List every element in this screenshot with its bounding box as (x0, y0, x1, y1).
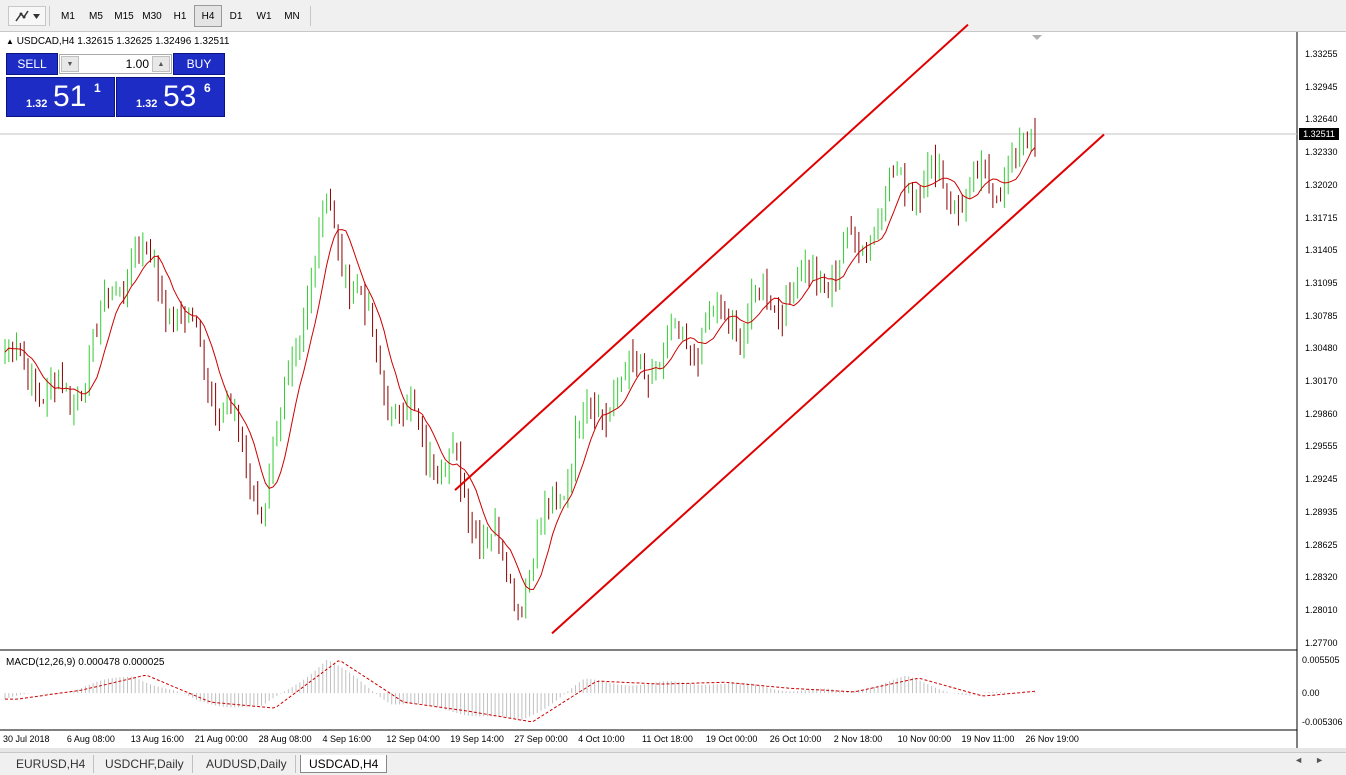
moving-average-line (4, 147, 1036, 591)
sell-price-pip: 1 (94, 81, 101, 95)
time-axis-label: 4 Sep 16:00 (322, 734, 372, 744)
time-axis-label: 11 Oct 18:00 (642, 734, 693, 744)
time-axis-label: 28 Aug 08:00 (258, 734, 312, 744)
sell-price-box[interactable]: 1.32 51 1 (6, 77, 115, 117)
line-tool-button[interactable] (8, 6, 46, 26)
price-axis-label: 1.28320 (1305, 572, 1338, 583)
channel-lower-line[interactable] (551, 133, 1105, 635)
chevron-down-icon (32, 13, 40, 19)
chart-title-text: USDCAD,H4 1.32615 1.32625 1.32496 1.3251… (16, 36, 230, 47)
tab-scroll-right-icon[interactable]: ► (1315, 755, 1336, 765)
chart-tab[interactable]: USDCHF,Daily (97, 755, 193, 773)
price-axis-label: 1.32020 (1305, 179, 1338, 190)
macd-axis-label: 0.00 (1302, 688, 1320, 698)
time-axis-label: 27 Sep 00:00 (514, 734, 568, 744)
price-axis-label: 1.29245 (1305, 474, 1338, 485)
chart-toolbar: M1 M5 M15 M30 H1 H4 D1 W1 MN (0, 0, 1346, 32)
timeframe-mn[interactable]: MN (284, 10, 300, 22)
toolbar-divider (49, 6, 50, 26)
buy-button[interactable]: BUY (173, 53, 225, 75)
sell-price-prefix: 1.32 (26, 98, 48, 110)
price-axis-label: 1.32945 (1305, 81, 1338, 92)
lot-size-input[interactable]: ▼ 1.00 ▲ (59, 54, 172, 74)
timeframe-selector: M1 M5 M15 M30 H1 H4 D1 W1 MN (54, 5, 306, 27)
tab-scroll-left-icon[interactable]: ◄ (1294, 755, 1316, 765)
timeframe-m5[interactable]: M5 (89, 10, 103, 22)
chart-tab[interactable]: USDCAD,H4 (300, 755, 388, 773)
lot-decrease-icon[interactable]: ▼ (61, 56, 79, 72)
price-axis-label: 1.31095 (1305, 277, 1338, 288)
macd-axis-label: 0.005505 (1302, 655, 1340, 665)
tab-scroll-arrows[interactable]: ◄► (1294, 755, 1336, 765)
price-axis-label: 1.32640 (1305, 114, 1338, 125)
time-axis-label: 10 Nov 00:00 (897, 734, 952, 744)
timeframe-w1[interactable]: W1 (256, 10, 272, 22)
price-axis-label: 1.33255 (1305, 49, 1338, 59)
price-axis-label: 1.28010 (1305, 604, 1338, 615)
time-axis-label: 12 Sep 04:00 (386, 734, 440, 744)
macd-signal-line (5, 660, 1036, 723)
price-axis-label: 1.28935 (1305, 506, 1338, 517)
time-axis-label: 19 Oct 00:00 (705, 734, 758, 744)
price-axis-label: 1.30170 (1305, 376, 1338, 386)
timeframe-h4[interactable]: H4 (194, 5, 222, 27)
time-axis-label: 13 Aug 16:00 (130, 734, 184, 744)
buy-price-big: 53 (163, 80, 197, 113)
time-axis-label: 26 Oct 10:00 (769, 734, 822, 744)
time-axis-label: 6 Aug 08:00 (66, 734, 115, 744)
collapse-triangle-icon[interactable]: ▲ (6, 37, 14, 46)
time-axis-label: 30 Jul 2018 (3, 734, 50, 744)
price-axis-label: 1.29555 (1305, 441, 1338, 452)
price-axis-label: 1.31405 (1305, 245, 1338, 256)
macd-histogram (4, 660, 1036, 721)
buy-price-prefix: 1.32 (136, 98, 158, 110)
chart-tab[interactable]: AUDUSD,Daily (198, 755, 296, 773)
timeframe-m15[interactable]: M15 (114, 10, 134, 22)
price-axis-label: 1.27700 (1305, 637, 1338, 648)
line-tool-icon (14, 10, 29, 22)
price-axis-label: 1.30785 (1305, 310, 1338, 321)
toolbar-divider (310, 6, 311, 26)
chart-tab[interactable]: EURUSD,H4 (8, 755, 95, 773)
time-axis-label: 19 Sep 14:00 (450, 734, 504, 744)
timeframe-m30[interactable]: M30 (142, 10, 162, 22)
timeframe-h1[interactable]: H1 (173, 10, 187, 22)
buy-price-box[interactable]: 1.32 53 6 (116, 77, 225, 117)
sell-price-big: 51 (53, 80, 87, 113)
lot-increase-icon[interactable]: ▲ (152, 56, 170, 72)
timeframe-m1[interactable]: M1 (61, 10, 75, 22)
current-price-tag: 1.32511 (1299, 128, 1339, 140)
buy-price-pip: 6 (204, 81, 211, 95)
macd-label: MACD(12,26,9) 0.000478 0.000025 (6, 657, 165, 668)
chart-scrollbar[interactable] (0, 748, 1346, 752)
price-axis-label: 1.28625 (1305, 539, 1338, 550)
chart-tab-bar: EURUSD,H4 USDCHF,Daily AUDUSD,Daily USDCAD,… (0, 752, 1346, 775)
one-click-trading-panel: SELL ▼ 1.00 ▲ BUY 1.32 51 1 1.32 53 6 (6, 53, 225, 117)
macd-axis-label: -0.005306 (1302, 717, 1343, 727)
timeframe-d1[interactable]: D1 (229, 10, 243, 22)
sell-button[interactable]: SELL (6, 53, 58, 75)
price-axis-label: 1.30480 (1305, 343, 1338, 354)
candlesticks (4, 117, 1036, 621)
time-axis-label: 4 Oct 10:00 (578, 734, 625, 744)
lot-size-value[interactable]: 1.00 (125, 57, 149, 71)
time-axis-label: 21 Aug 00:00 (194, 734, 248, 744)
price-axis-label: 1.29860 (1305, 408, 1338, 419)
time-axis-label: 26 Nov 19:00 (1025, 734, 1079, 744)
chart-title: ▲ USDCAD,H4 1.32615 1.32625 1.32496 1.32… (6, 36, 229, 47)
time-axis-label: 2 Nov 18:00 (833, 734, 883, 744)
price-axis-label: 1.32330 (1305, 147, 1338, 158)
chart-shift-icon[interactable] (1032, 35, 1042, 40)
time-axis-label: 19 Nov 11:00 (961, 734, 1015, 744)
channel-upper-line[interactable] (454, 23, 969, 491)
price-axis-label: 1.31715 (1305, 212, 1338, 223)
